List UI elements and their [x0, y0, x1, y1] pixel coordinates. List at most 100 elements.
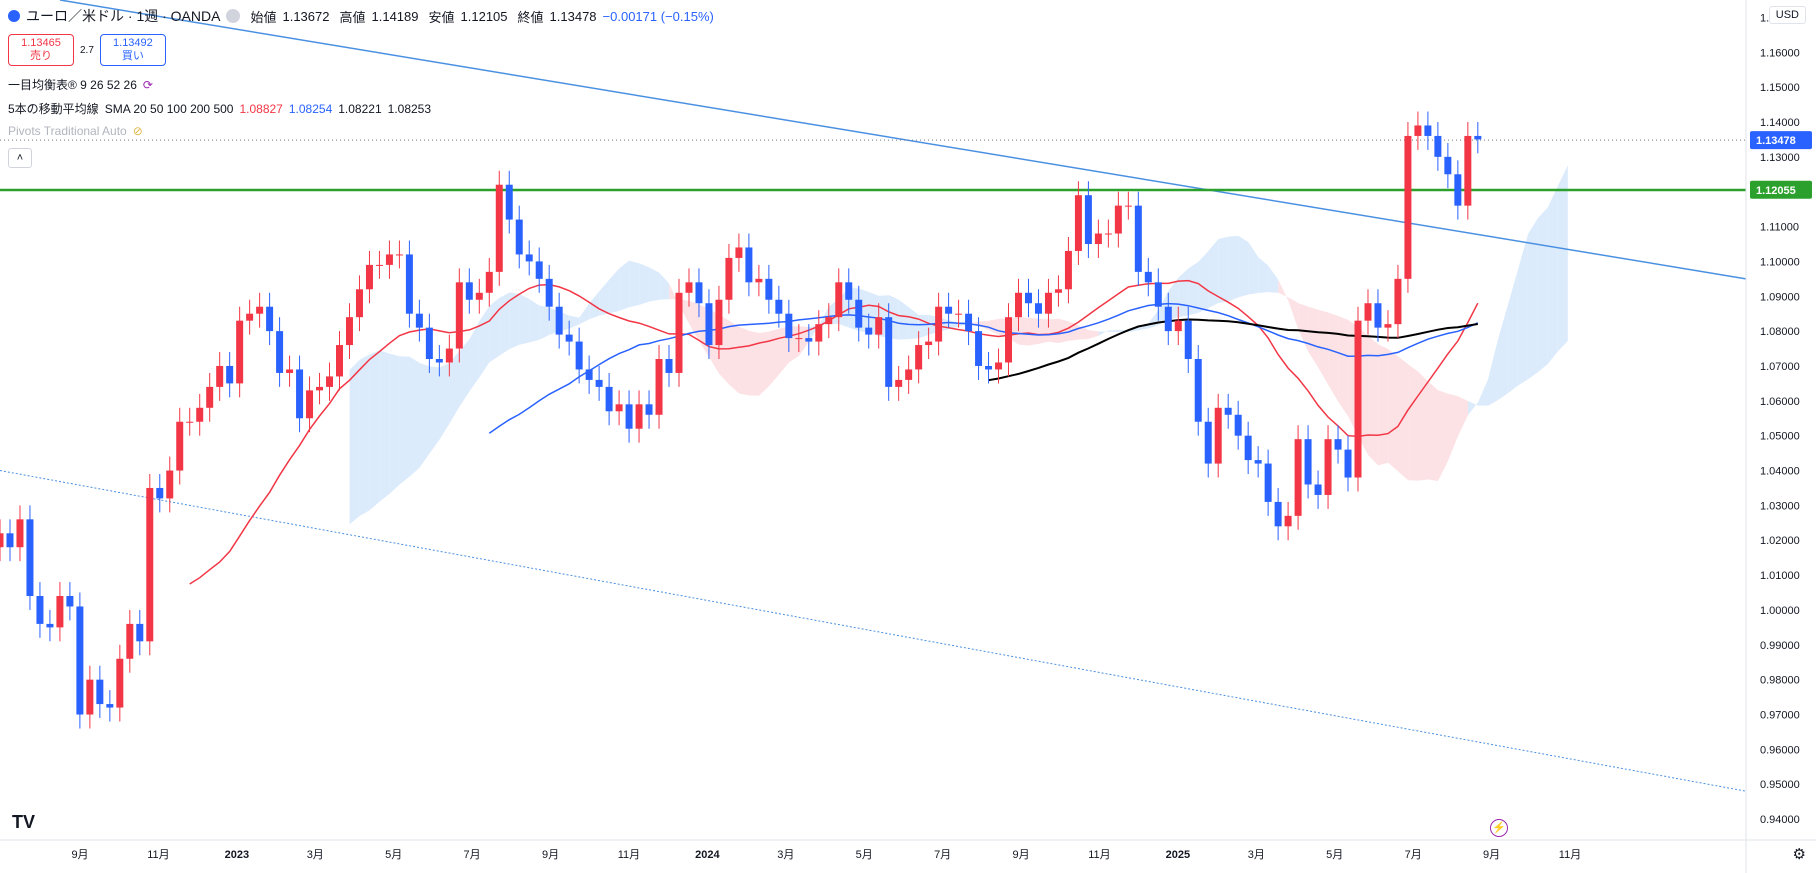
ichimoku-cloud-segment	[1477, 379, 1488, 406]
spread-value: 2.7	[80, 44, 94, 56]
x-tick-label: 7月	[934, 849, 951, 861]
candle-body	[695, 282, 703, 304]
ichimoku-cloud-segment	[409, 356, 420, 477]
ichimoku-cloud-segment	[1278, 279, 1289, 301]
candle-body	[26, 519, 34, 597]
buy-label: 買い	[121, 50, 144, 62]
candle-body	[615, 404, 623, 412]
indicator-ichimoku[interactable]: 一目均衡表® 9 26 52 26 ⟳	[8, 76, 153, 93]
candle-body	[565, 334, 573, 342]
candle-body	[905, 369, 913, 380]
ma-params: SMA 20 50 100 200 500	[104, 101, 234, 116]
candle-body	[1084, 195, 1092, 244]
candle-body	[256, 306, 264, 314]
candle-body	[1124, 205, 1132, 207]
ichimoku-cloud-segment	[1048, 318, 1059, 344]
x-tick-label: 3月	[1248, 849, 1265, 861]
y-tick-label: 1.04000	[1760, 466, 1800, 478]
candle-body	[385, 254, 393, 265]
status-icon[interactable]	[226, 9, 241, 23]
candle-body	[246, 313, 254, 321]
gear-icon[interactable]: ⚙	[1792, 846, 1806, 863]
lightning-icon[interactable]: ⚡	[1490, 819, 1508, 837]
candle-body	[236, 320, 244, 384]
ichimoku-cloud-segment	[1328, 312, 1339, 402]
ichimoku-cloud-segment	[449, 350, 460, 424]
candle-body	[1424, 125, 1432, 136]
x-tick-label: 11月	[618, 849, 640, 861]
buy-button[interactable]: 1.13492 買い	[99, 34, 166, 66]
candle-body	[555, 306, 563, 335]
candle-body	[595, 379, 603, 387]
candle-body	[1104, 233, 1112, 235]
candle-body	[1034, 303, 1042, 314]
y-tick-label: 1.05000	[1760, 431, 1800, 443]
sma-100-line	[988, 318, 1478, 382]
x-tick-label: 7月	[1405, 849, 1422, 861]
sma-50-line	[488, 302, 1479, 434]
hidden-eye-icon[interactable]: ⊘	[132, 124, 143, 138]
candle-body	[465, 282, 473, 300]
candle-body	[375, 264, 383, 266]
candle-body	[1094, 233, 1102, 244]
ichimoku-cloud-segment	[1457, 396, 1468, 437]
candle-body	[156, 487, 164, 499]
refresh-icon[interactable]: ⟳	[142, 77, 153, 92]
ichimoku-cloud-segment	[1028, 317, 1039, 346]
ichimoku-cloud-segment	[798, 326, 809, 356]
candle-body	[795, 338, 803, 340]
ichimoku-cloud-segment	[419, 362, 430, 468]
candle-body	[136, 623, 144, 642]
candle-body	[925, 341, 933, 346]
candle-body	[206, 386, 214, 408]
y-tick-label: 1.06000	[1760, 396, 1800, 408]
ichimoku-label: 一目均衡表® 9 26 52 26	[8, 78, 137, 92]
currency-selector[interactable]: USD	[1768, 6, 1806, 24]
y-tick-label: 0.95000	[1760, 779, 1800, 791]
ichimoku-cloud-segment	[1088, 330, 1099, 339]
ichimoku-cloud-segment	[1248, 242, 1259, 295]
candle-body	[685, 282, 693, 293]
candle-body	[505, 184, 513, 220]
ichimoku-cloud-segment	[1467, 400, 1478, 416]
ichimoku-cloud-segment	[739, 326, 750, 396]
indicator-pivots[interactable]: Pivots Traditional Auto ⊘	[8, 124, 143, 138]
sell-price: 1.13465	[21, 37, 61, 49]
ichimoku-cloud-segment	[1228, 235, 1239, 302]
candle-body	[1314, 484, 1322, 495]
collapse-legend-button[interactable]: ˄	[8, 148, 32, 168]
sell-button[interactable]: 1.13465 売り	[8, 34, 74, 66]
x-tick-label: 2024	[695, 849, 720, 861]
ichimoku-cloud-segment	[1108, 329, 1119, 333]
x-tick-label: 9月	[71, 849, 88, 861]
tradingview-logo[interactable]: TV	[12, 812, 36, 832]
symbol-title[interactable]: ユーロ／米ドル · 1週 · OANDA	[26, 8, 221, 24]
low-value: 1.12105	[460, 8, 508, 24]
ichimoku-cloud-segment	[1497, 304, 1508, 401]
candle-body	[405, 254, 413, 314]
x-tick-label: 11月	[1088, 849, 1110, 861]
indicator-moving-averages[interactable]: 5本の移動平均線 SMA 20 50 100 200 500 1.08827 1…	[8, 100, 431, 117]
candle-body	[296, 369, 304, 419]
x-tick-label: 2023	[225, 849, 249, 861]
x-tick-label: 11月	[1559, 849, 1581, 861]
y-tick-label: 1.14000	[1760, 117, 1800, 129]
candle-body	[945, 306, 953, 314]
last-price-tag	[1750, 131, 1812, 150]
candle-body	[765, 278, 773, 300]
y-tick-label: 1.02000	[1760, 535, 1800, 547]
x-tick-label: 3月	[307, 849, 324, 861]
upper-trendline	[59, 0, 1747, 280]
candle-body	[1234, 414, 1242, 436]
high-label: 高値	[339, 9, 366, 25]
ichimoku-cloud-segment	[629, 260, 640, 308]
ichimoku-cloud-segment	[1268, 265, 1279, 293]
candle-body	[1015, 292, 1022, 318]
ichimoku-cloud-segment	[369, 350, 380, 511]
candle-body	[955, 313, 963, 315]
candle-body	[775, 299, 783, 314]
candle-body	[1434, 135, 1442, 157]
open-value: 1.13672	[282, 8, 330, 24]
ma-value-1: 1.08827	[239, 101, 283, 116]
